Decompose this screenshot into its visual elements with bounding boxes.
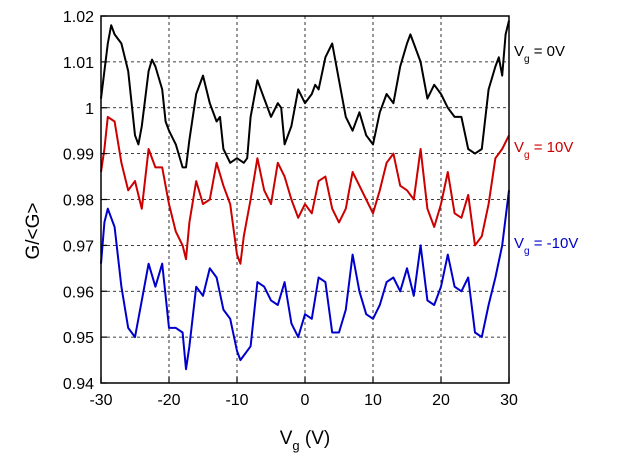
series-line-zero	[100, 20, 510, 169]
series-label-minus10: Vg = -10V	[514, 235, 578, 257]
x-axis-label: Vg (V)	[280, 428, 331, 453]
x-tick-label: 30	[500, 392, 518, 409]
y-axis-label: G/<G>	[23, 202, 44, 259]
y-tick-label: 0.95	[63, 330, 94, 347]
y-tick-label: 0.97	[63, 238, 94, 255]
series-label-zero: Vg = 0V	[514, 43, 565, 65]
y-tick-label: 0.96	[63, 284, 94, 301]
series-label-plus10: Vg = 10V	[514, 139, 573, 161]
x-tick-label: -30	[89, 392, 112, 409]
y-tick-label: 0.98	[63, 193, 94, 210]
grid-layer	[101, 16, 509, 383]
x-tick-label: -10	[225, 392, 248, 409]
tick-layer: -30 -20 -10 0 10 20 30 0.94 0.95 0.96 0.97 0.98 0.99…	[63, 9, 518, 409]
y-tick-label: 0.94	[63, 376, 94, 393]
y-tick-label: 1.02	[63, 9, 94, 26]
y-tick-label: 1	[85, 101, 94, 118]
label-layer: Vg = 0V Vg = 10V Vg = -10V	[514, 43, 578, 257]
x-tick-label: -20	[157, 392, 180, 409]
y-tick-label: 0.99	[63, 147, 94, 164]
x-axis-label-sub: g	[292, 438, 299, 453]
x-tick-label: 20	[432, 392, 450, 409]
y-tick-label: 1.01	[63, 55, 94, 72]
x-tick-label: 10	[364, 392, 382, 409]
x-tick-label: 0	[301, 392, 310, 409]
series-line-minus10	[100, 190, 510, 371]
x-axis-label-unit: (V)	[300, 428, 331, 449]
x-axis-label-main: V	[280, 428, 293, 449]
series-line-plus10	[100, 115, 510, 265]
series-layer	[100, 20, 510, 371]
